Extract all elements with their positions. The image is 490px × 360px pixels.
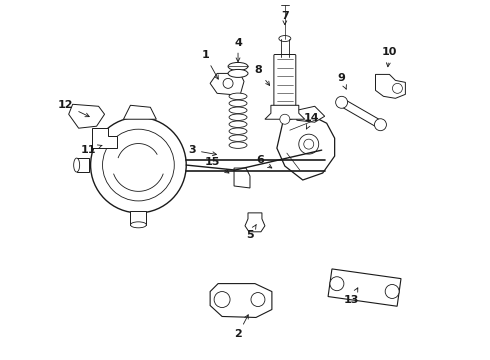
Polygon shape xyxy=(375,75,405,98)
Polygon shape xyxy=(92,128,118,148)
Circle shape xyxy=(280,114,290,124)
Ellipse shape xyxy=(229,93,247,100)
Polygon shape xyxy=(210,73,244,95)
Text: 8: 8 xyxy=(254,66,270,85)
Polygon shape xyxy=(245,213,265,232)
Polygon shape xyxy=(130,211,147,225)
Text: 14: 14 xyxy=(304,113,319,129)
Text: 9: 9 xyxy=(338,73,346,89)
Ellipse shape xyxy=(130,222,147,228)
Text: 5: 5 xyxy=(246,225,256,240)
Circle shape xyxy=(223,78,233,88)
Text: 4: 4 xyxy=(234,37,242,62)
Polygon shape xyxy=(69,104,104,128)
Circle shape xyxy=(392,84,402,93)
Polygon shape xyxy=(277,113,335,180)
Circle shape xyxy=(299,134,318,154)
Polygon shape xyxy=(123,105,156,119)
Circle shape xyxy=(91,117,186,213)
Circle shape xyxy=(304,139,314,149)
Polygon shape xyxy=(76,158,89,172)
Polygon shape xyxy=(340,99,382,128)
Ellipse shape xyxy=(229,100,247,107)
Polygon shape xyxy=(234,168,250,188)
Text: 7: 7 xyxy=(281,11,289,25)
Circle shape xyxy=(102,129,174,201)
Ellipse shape xyxy=(228,69,248,77)
Text: 10: 10 xyxy=(382,48,397,67)
Polygon shape xyxy=(297,106,325,122)
Circle shape xyxy=(385,284,399,298)
FancyBboxPatch shape xyxy=(274,54,296,106)
Ellipse shape xyxy=(229,135,247,141)
Ellipse shape xyxy=(229,107,247,113)
Polygon shape xyxy=(328,269,401,306)
Ellipse shape xyxy=(74,158,80,172)
Circle shape xyxy=(251,293,265,306)
Polygon shape xyxy=(210,284,272,318)
Text: 15: 15 xyxy=(204,157,229,173)
Text: 11: 11 xyxy=(81,145,102,155)
Ellipse shape xyxy=(229,142,247,148)
Ellipse shape xyxy=(228,62,248,71)
Circle shape xyxy=(374,119,387,131)
Ellipse shape xyxy=(229,114,247,121)
Ellipse shape xyxy=(229,128,247,134)
Circle shape xyxy=(214,292,230,307)
Circle shape xyxy=(330,277,344,291)
Text: 3: 3 xyxy=(188,145,217,156)
Ellipse shape xyxy=(279,36,291,41)
Text: 13: 13 xyxy=(344,288,359,305)
Text: 1: 1 xyxy=(201,50,219,79)
Polygon shape xyxy=(265,105,305,119)
Text: 6: 6 xyxy=(256,155,272,168)
Ellipse shape xyxy=(229,121,247,127)
Text: 12: 12 xyxy=(58,100,89,117)
Circle shape xyxy=(336,96,347,108)
Text: 2: 2 xyxy=(234,315,248,339)
